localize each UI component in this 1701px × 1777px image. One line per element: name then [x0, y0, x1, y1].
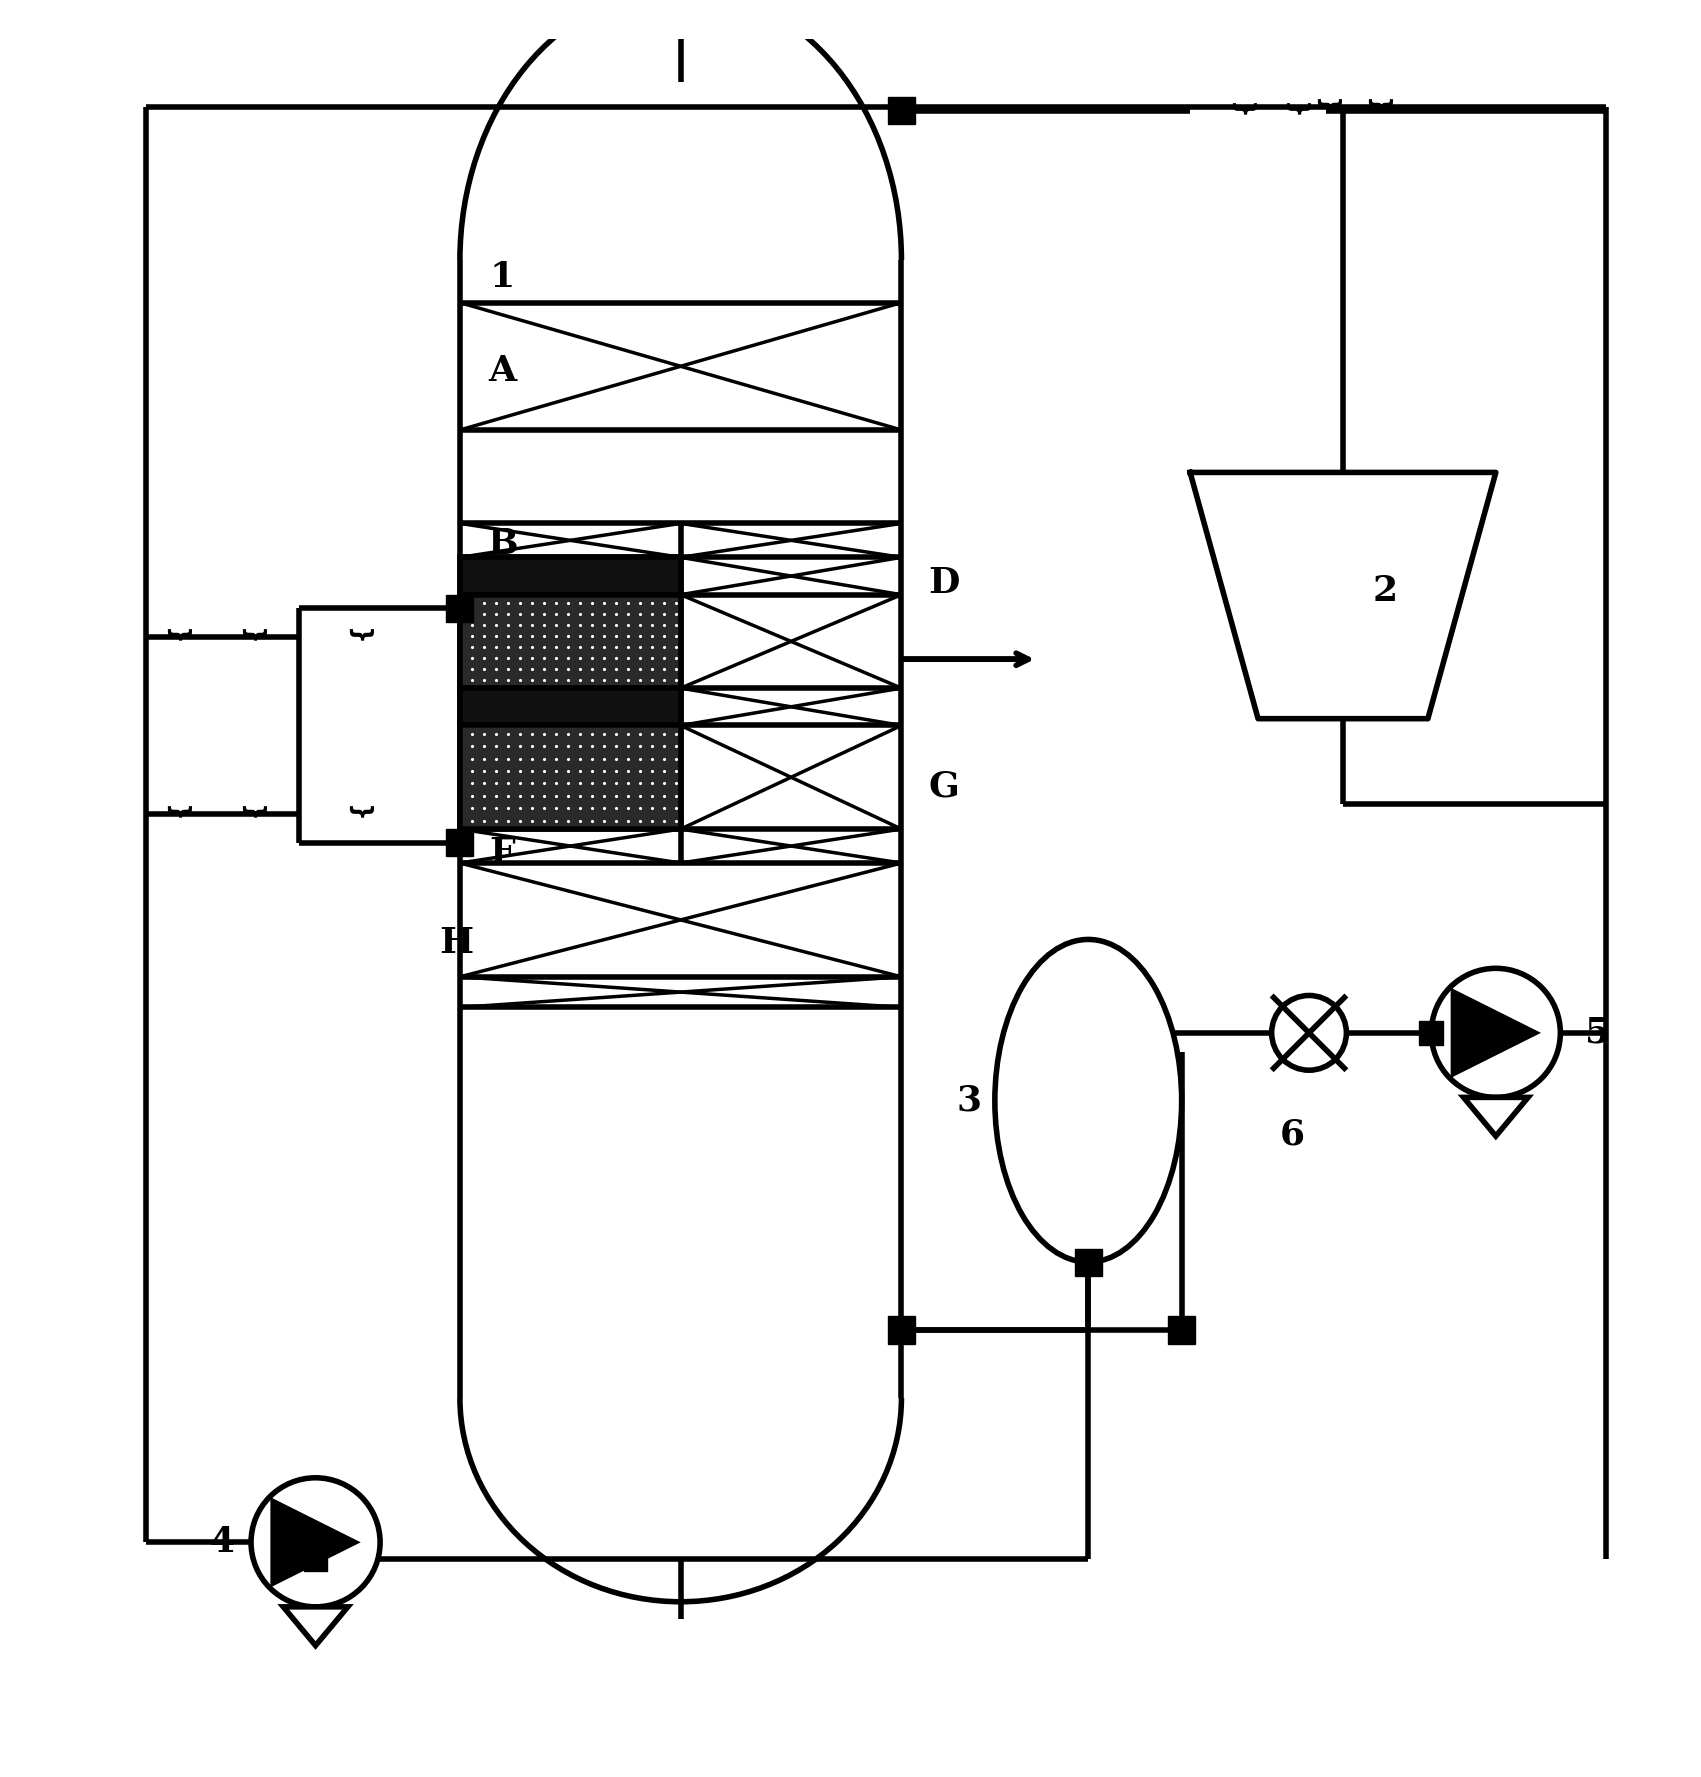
Bar [459, 725, 680, 830]
Text: }: } [238, 629, 264, 647]
Text: A: A [488, 354, 517, 387]
Polygon shape [270, 1498, 361, 1587]
Circle shape [1431, 968, 1560, 1098]
Bar [459, 595, 680, 688]
Text: }: } [238, 805, 264, 823]
Text: B: B [486, 526, 517, 562]
Text: D: D [929, 565, 959, 601]
Text: F: F [490, 835, 515, 869]
Bar [888, 1317, 915, 1343]
Bar [446, 595, 473, 622]
Text: }: } [345, 629, 371, 647]
Text: 6: 6 [1279, 1118, 1305, 1151]
Circle shape [1272, 995, 1347, 1070]
Text: C: C [488, 626, 517, 659]
Bar [459, 688, 680, 725]
Bar [1169, 1317, 1196, 1343]
Ellipse shape [995, 940, 1182, 1262]
Bar [888, 98, 915, 124]
Circle shape [252, 1478, 379, 1606]
Bar [459, 558, 680, 595]
Polygon shape [284, 1606, 347, 1646]
Text: }: } [1364, 98, 1390, 116]
Text: E: E [488, 761, 515, 794]
Text: }: } [345, 805, 371, 823]
Text: 1: 1 [490, 259, 515, 295]
Bar [1075, 1249, 1102, 1276]
Text: G: G [929, 769, 959, 803]
Text: }: } [1283, 101, 1308, 119]
Bar [304, 1548, 328, 1571]
Text: 3: 3 [958, 1084, 981, 1118]
Text: 2: 2 [1373, 574, 1398, 608]
Text: H: H [439, 926, 473, 960]
Text: 5: 5 [1585, 1016, 1611, 1050]
Text: 4: 4 [209, 1525, 235, 1558]
Text: }: } [1230, 101, 1254, 119]
Text: }: } [165, 629, 189, 647]
Polygon shape [1463, 1098, 1527, 1136]
Bar [1419, 1022, 1442, 1045]
Text: }: } [165, 805, 189, 823]
Text: }: } [1313, 98, 1339, 116]
Polygon shape [1451, 988, 1541, 1079]
Bar [446, 830, 473, 857]
